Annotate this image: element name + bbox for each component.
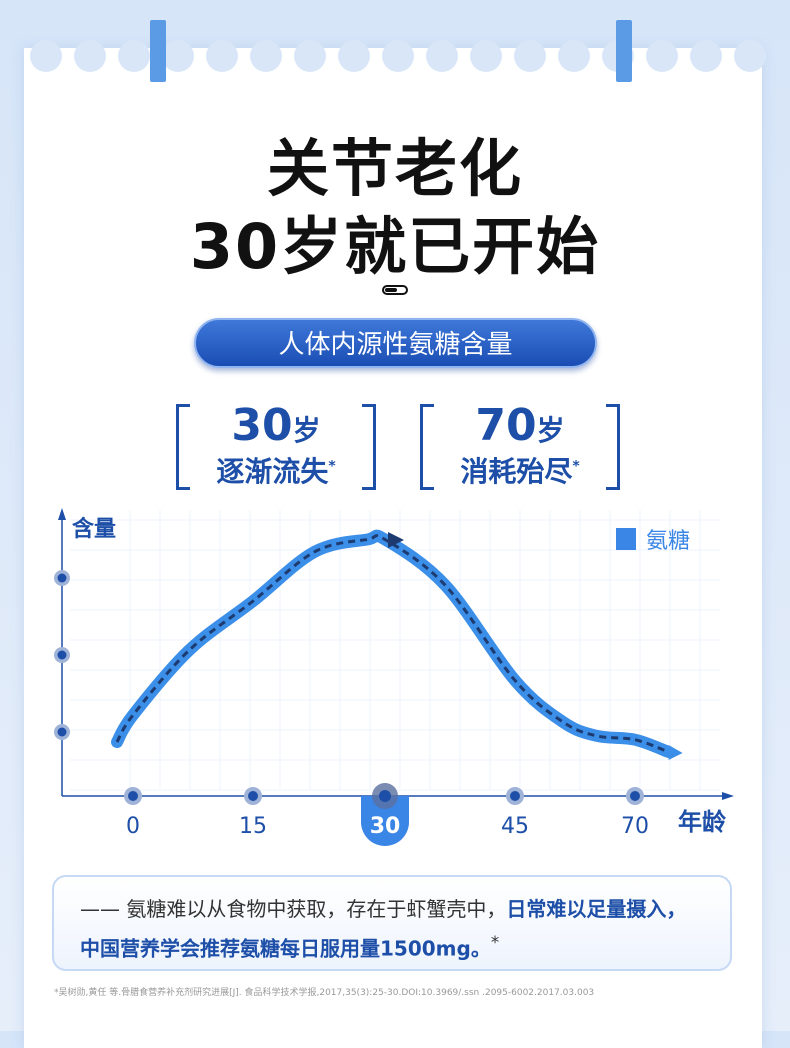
scallop (690, 40, 722, 72)
scallop (338, 40, 370, 72)
scallop (734, 40, 766, 72)
scallop (206, 40, 238, 72)
stat-num: 70 (475, 400, 536, 451)
y-tick-dot (58, 574, 67, 583)
stat-text: 消耗殆尽 (460, 455, 572, 488)
stat-text: 逐渐流失 (216, 455, 328, 488)
scallop (382, 40, 414, 72)
stat-30: 30岁 逐渐流失* (176, 404, 376, 490)
x-tick-label: 45 (501, 814, 529, 839)
y-tick-dot (58, 651, 67, 660)
x-tick-dot (510, 791, 520, 801)
reference: *吴树勋,黄任 等.骨腊食营养补充剂研究进展[J]. 食品科学技术学报,2017… (54, 985, 594, 998)
title-line2: 30岁就已开始 (0, 196, 790, 286)
y-tick-dot (58, 728, 67, 737)
scallop (118, 40, 150, 72)
scallop (558, 40, 590, 72)
title-line1: 关节老化 (0, 118, 790, 208)
x-tick-label: 30 (370, 814, 401, 839)
scallop (514, 40, 546, 72)
x-tick-label: 15 (239, 814, 267, 839)
binder-ring (616, 20, 632, 82)
x-axis-label: 年龄 (678, 808, 727, 836)
x-tick-label: 0 (126, 814, 140, 839)
x-axis-arrow (722, 792, 734, 800)
stat-70: 70岁 消耗殆尽* (420, 404, 620, 490)
scallop (162, 40, 194, 72)
note-box: —— 氨糖难以从食物中获取，存在于虾蟹壳中，日常难以足量摄入，中国营养学会推荐氨… (52, 875, 732, 971)
stat-unit: 岁 (293, 414, 321, 447)
scallop (30, 40, 62, 72)
section-pill: 人体内源性氨糖含量 (194, 318, 597, 368)
legend-swatch (616, 528, 636, 550)
asterisk: * (572, 459, 579, 475)
scallop (646, 40, 678, 72)
scallop (470, 40, 502, 72)
x-tick-label: 70 (621, 814, 649, 839)
series-arrowhead (669, 745, 683, 760)
scallop (426, 40, 458, 72)
note-text: —— 氨糖难以从食物中获取，存在于虾蟹壳中， (80, 897, 506, 921)
x-tick-dot (128, 791, 138, 801)
binder-ring (150, 20, 166, 82)
y-axis-arrow (58, 508, 66, 520)
scallop (74, 40, 106, 72)
series-line (117, 536, 669, 752)
toggle-icon (382, 285, 408, 295)
x-tick-dot (630, 791, 640, 801)
x-tick-dot (379, 790, 391, 802)
asterisk: * (491, 933, 499, 952)
scallop (294, 40, 326, 72)
stat-num: 30 (231, 400, 292, 451)
stat-unit: 岁 (537, 414, 565, 447)
asterisk: * (328, 459, 335, 475)
scallop (250, 40, 282, 72)
y-axis-label: 含量 (72, 516, 116, 542)
x-tick-dot (248, 791, 258, 801)
legend-label: 氨糖 (646, 529, 690, 554)
